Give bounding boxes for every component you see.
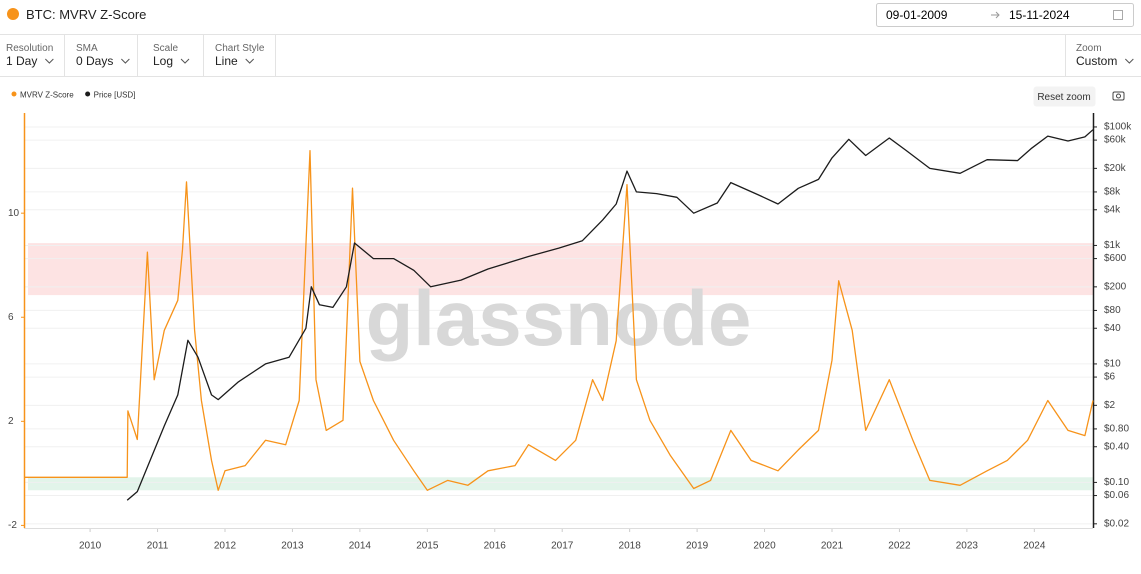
y2-tick-label: $20k [1104,163,1127,174]
control-value[interactable]: Custom [1076,54,1117,68]
series-line [126,129,1094,501]
control-value[interactable]: 1 Day [6,54,37,68]
y2-tick-label: $80 [1104,305,1121,316]
y2-tick-label: $0.06 [1104,490,1129,501]
x-tick-label: 2020 [753,541,776,552]
date-range[interactable] [876,3,1134,27]
control-value[interactable]: Log [153,54,173,68]
y2-tick-label: $0.40 [1104,441,1129,452]
page-title: BTC: MVRV Z-Score [26,7,146,22]
y2-tick-label: $100k [1104,122,1132,133]
control-label: Chart Style [215,43,265,54]
legend: MVRV Z-Score Price [USD] [11,91,136,100]
dropdown-chevron [1124,58,1134,64]
y2-tick-label: $40 [1104,323,1121,334]
plot: $100k $60k $20k $8k $4k $1k $600 $200 $80 $40 $10 $… [8,113,1132,552]
series-line [24,150,1094,491]
x-tick-label: 2015 [416,541,439,552]
y2-tick-label: $2 [1104,400,1116,411]
x-tick-label: 2012 [214,541,237,552]
x-tick-label: 2010 [79,541,102,552]
legend-marker[interactable] [85,91,91,97]
control-label: Scale [153,43,178,54]
y-tick-label: 6 [8,312,14,323]
x-tick-label: 2013 [281,541,304,552]
legend-label[interactable]: MVRV Z-Score [20,91,74,100]
reset-zoom-button[interactable] [1033,86,1096,107]
y2-tick-label: $0.02 [1104,518,1129,529]
legend-label[interactable]: Price [USD] [94,91,136,100]
x-tick-label: 2017 [551,541,574,552]
zone-band [28,477,1093,491]
x-tick-label: 2022 [888,541,911,552]
x-tick-label: 2011 [147,541,169,552]
camera-lens [1116,93,1121,99]
x-tick-label: 2024 [1023,541,1046,552]
legend-marker[interactable] [11,91,17,97]
y2-tick-label: $200 [1104,281,1127,292]
watermark: glassnode [366,274,752,362]
x-tick-label: 2014 [349,541,372,552]
x-tick-label: 2021 [821,541,844,552]
control-label: Zoom [1076,43,1102,54]
y2-tick-label: $0.80 [1104,424,1129,435]
y-tick-label: -2 [8,520,17,531]
dropdown-chevron [245,58,255,64]
date-arrow [991,11,1000,19]
y2-tick-label: $0.10 [1104,477,1129,488]
y-tick-label: 2 [8,416,14,427]
x-tick-label: 2023 [956,541,979,552]
x-tick-label: 2018 [619,541,642,552]
dropdown-chevron [45,58,54,64]
y2-tick-label: $1k [1104,240,1121,251]
camera-icon[interactable] [1112,91,1125,101]
y2-tick-label: $10 [1104,359,1121,370]
y2-tick-label: $8k [1104,187,1121,198]
date-from[interactable]: 09-01-2009 [886,8,948,22]
dropdown-chevron [180,58,190,64]
date-to[interactable]: 15-11-2024 [1009,8,1070,22]
reset-zoom-label[interactable]: Reset zoom [1037,92,1090,103]
y2-tick-label: $4k [1104,204,1121,215]
x-tick-label: 2019 [686,541,709,552]
y-tick-label: 10 [8,208,20,219]
calendar-icon[interactable] [1113,10,1123,20]
y2-tick-label: $6 [1104,372,1116,383]
control-label: SMA [76,43,98,54]
dropdown-chevron [121,58,130,64]
control-label: Resolution [6,43,53,54]
btc-icon [7,8,19,20]
y2-tick-label: $60k [1104,135,1127,146]
x-tick-label: 2016 [484,541,507,552]
control-value[interactable]: 0 Days [76,54,113,68]
y2-tick-label: $600 [1104,253,1127,264]
control-value[interactable]: Line [215,54,238,68]
